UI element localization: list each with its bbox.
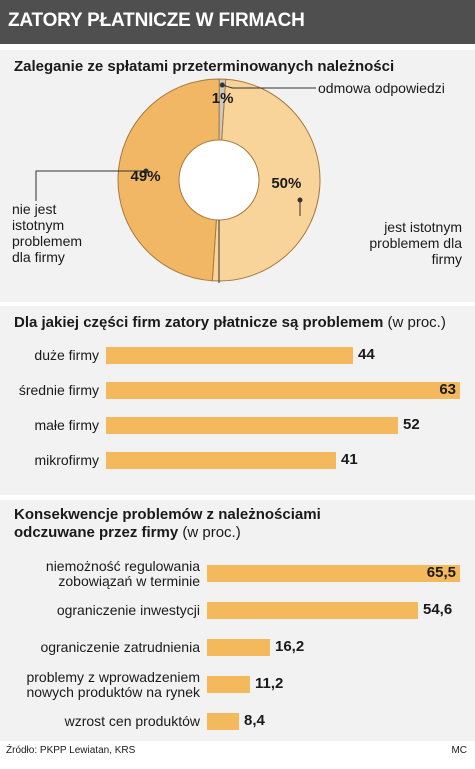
bar-value-label: 52 bbox=[403, 416, 420, 433]
leader-line bbox=[222, 84, 316, 89]
donut-panel: Zaleganie ze spłatami przeterminowanych … bbox=[0, 50, 475, 302]
bar bbox=[106, 417, 398, 434]
bar-category-label-line: ograniczenie zatrudnienia bbox=[40, 639, 200, 655]
bar-value-label: 41 bbox=[341, 451, 358, 468]
bar-category-label: problemy z wprowadzeniem nowych produktów… bbox=[26, 670, 200, 700]
page-title: ZATORY PŁATNICZE W FIRMACH bbox=[8, 10, 305, 31]
slice-value-label: 1% bbox=[211, 90, 234, 108]
leader-line bbox=[35, 170, 146, 201]
bar-value-label: 16,2 bbox=[275, 638, 305, 655]
bar-value-label: 65,5 bbox=[426, 564, 456, 581]
bar-value-label: 63 bbox=[439, 381, 456, 398]
bar-category-label-line: wzrost cen produktów bbox=[64, 713, 200, 729]
bar-category-label-line: problemy z wprowadzeniem bbox=[26, 669, 200, 685]
donut-slice bbox=[211, 78, 321, 282]
donut-chart bbox=[35, 78, 321, 283]
bar-category-label-line: małe firmy bbox=[34, 417, 99, 433]
bar bbox=[207, 602, 418, 619]
bar-category-label: mikrofirmy bbox=[34, 452, 99, 468]
donut-hole bbox=[178, 139, 260, 221]
bar bbox=[106, 452, 336, 469]
bar-category-label: duże firmy bbox=[34, 347, 99, 363]
leader-dot bbox=[143, 168, 149, 174]
bar bbox=[207, 676, 250, 693]
bar-category-label: wzrost cen produktów bbox=[65, 713, 200, 729]
bar-value-label: 8,4 bbox=[244, 712, 265, 729]
consequences-unit: (w proc.) bbox=[182, 524, 241, 541]
company-size-unit: (w proc.) bbox=[387, 314, 446, 331]
leader-dot bbox=[219, 82, 225, 88]
bar bbox=[106, 382, 460, 399]
bar-category-label: ograniczenie inwestycji bbox=[57, 602, 200, 618]
author-initials: MC bbox=[451, 745, 467, 756]
consequences-title-text: odczuwane przez firmy bbox=[14, 524, 179, 541]
bar-value-label: 44 bbox=[358, 346, 375, 363]
consequences-title-line1: Konsekwencje problemów z należnościami bbox=[14, 506, 321, 523]
bar bbox=[106, 347, 353, 364]
bar-category-label: średnie firmy bbox=[19, 382, 99, 398]
company-size-title-text: Dla jakiej części firm zatory płatnicze … bbox=[14, 314, 384, 331]
bar-value-label: 11,2 bbox=[255, 675, 284, 692]
source-note: Źródło: PKPP Lewiatan, KRS bbox=[6, 745, 136, 756]
slice-value-label: 50% bbox=[271, 174, 302, 192]
bar-category-label-line: zobowiązań w terminie bbox=[58, 573, 200, 589]
bar-category-label: niemożność regulowania zobowiązań w termi… bbox=[46, 559, 200, 589]
bar-category-label-line: duże firmy bbox=[34, 347, 99, 363]
bar bbox=[207, 565, 460, 582]
bar-category-label-line: nowych produktów na rynek bbox=[26, 684, 200, 700]
bar-category-label-line: niemożność regulowania bbox=[45, 558, 200, 574]
bar bbox=[207, 713, 239, 730]
consequences-title-line2: odczuwane przez firmy (w proc.) bbox=[14, 524, 241, 541]
bar-category-label-line: ograniczenie inwestycji bbox=[56, 602, 200, 618]
donut-slice bbox=[117, 78, 220, 282]
bar-category-label-line: mikrofirmy bbox=[34, 452, 99, 468]
leader-dot bbox=[297, 197, 303, 203]
slice-label-problem: jest istotnym problemem dla firmy bbox=[369, 219, 462, 267]
bar bbox=[207, 639, 270, 656]
donut-title: Zaleganie ze spłatami przeterminowanych … bbox=[14, 58, 395, 75]
slice-value-label: 49% bbox=[130, 167, 161, 185]
company-size-title: Dla jakiej części firm zatory płatnicze … bbox=[14, 314, 446, 331]
consequences-panel: Konsekwencje problemów z należnościami o… bbox=[0, 500, 475, 741]
header-bar: ZATORY PŁATNICZE W FIRMACH bbox=[0, 0, 475, 44]
slice-label-not-problem: nie jest istotnym problemem dla firmy bbox=[12, 201, 83, 265]
bar-category-label-line: średnie firmy bbox=[18, 382, 99, 398]
bar-category-label: ograniczenie zatrudnienia bbox=[40, 639, 200, 655]
bar-value-label: 54,6 bbox=[423, 601, 453, 618]
company-size-panel: Dla jakiej części firm zatory płatnicze … bbox=[0, 306, 475, 495]
bar-category-label: małe firmy bbox=[34, 417, 99, 433]
slice-label-refusal: odmowa odpowiedzi bbox=[318, 80, 445, 96]
